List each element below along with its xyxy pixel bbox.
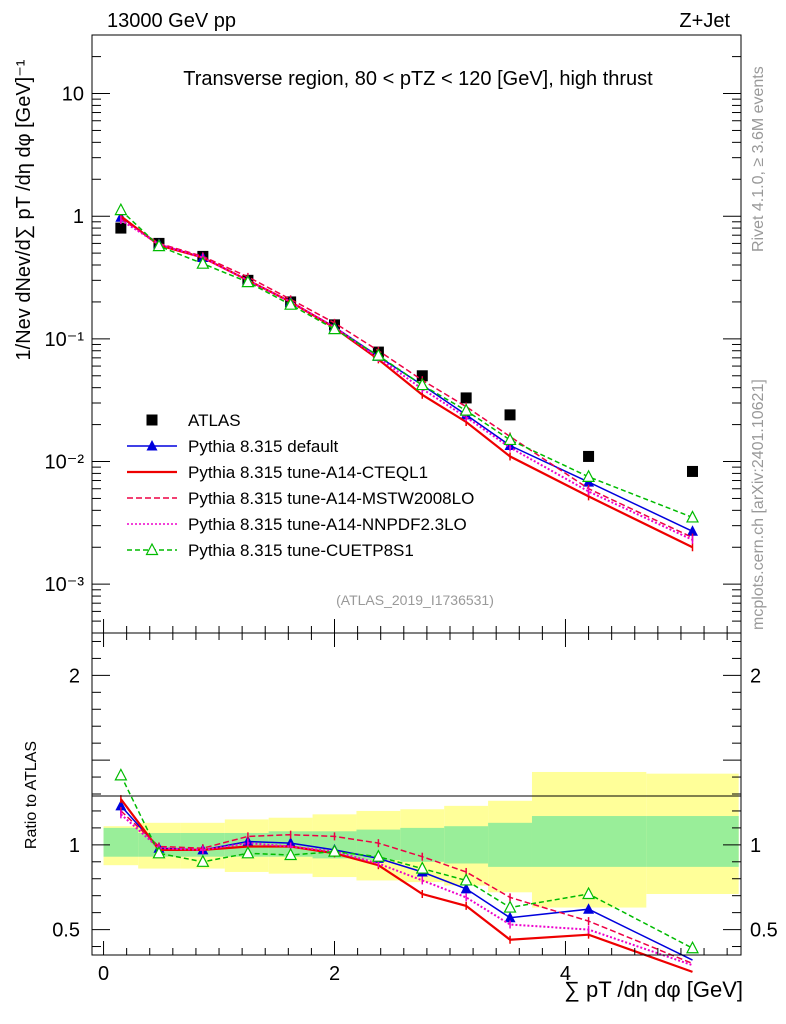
main-series-5 [114,202,699,523]
ratio-point [114,768,128,781]
main-point [371,348,385,361]
main-point [686,465,698,477]
band-inner [646,816,739,867]
ratio-y-tick-label-right: 1 [750,835,761,857]
legend-label: Pythia 8.315 default [188,437,339,456]
main-point [196,256,210,269]
ratio-line-2 [120,798,693,973]
y-tick-label: 10⁻¹ [45,329,85,351]
y-tick-label: 10 [62,84,84,106]
ratio-point [196,854,210,867]
main-point [583,450,595,462]
main-point [241,274,255,288]
main-point [686,525,698,536]
axis-ticks: 0 2 4 10⁻³ 10⁻² 10⁻¹ 1 10 0.5 0.5 1 1 2 2 [45,34,778,985]
chart-watermark: (ATLAS_2019_I1736531) [336,592,494,608]
legend-label: Pythia 8.315 tune-A14-NNPDF2.3LO [188,515,467,534]
process-label: Z+Jet [679,10,730,32]
ratio-y-tick-label-right: 2 [750,665,761,687]
y-tick-label: 1 [73,206,84,228]
main-point [284,297,298,310]
ratio-point [503,900,517,913]
ratio-bands [103,771,739,908]
ratio-point [460,882,472,894]
band-inner [103,827,139,857]
legend-entry-3: Pythia 8.315 tune-A14-MSTW2008LO [127,489,474,508]
ratio-point [504,911,516,923]
band-inner [531,816,647,867]
ratio-point [583,903,595,914]
y-tick-label: 10⁻² [45,452,85,474]
y-axis-label: 1/Nev dNev/d∑ pT /dη dφ [GeV]⁻¹ [13,59,35,360]
main-point [503,432,517,446]
main-point [152,238,166,252]
ratio-point [284,847,298,861]
y-tick-label: 10⁻³ [45,574,85,596]
ratio-series-5 [114,768,699,954]
x-axis-label: ∑ pT /dη dφ [GeV] [564,977,743,1002]
ratio-y-tick-label: 0.5 [52,920,80,942]
legend-marker [146,440,158,451]
energy-label: 13000 GeV pp [107,10,236,32]
band-inner [444,826,489,864]
main-point [115,222,127,234]
main-point [114,202,128,216]
ratio-line-5 [120,775,693,949]
x-tick-label: 4 [560,963,571,985]
ratio-point [152,846,166,859]
ratio-point [582,886,596,900]
legend: ATLAS Pythia 8.315 default Pythia 8.315 tu… [127,411,474,560]
x-tick-label: 0 [98,963,109,985]
ratio-point [285,837,297,848]
ratio-point [415,861,429,874]
ratio-series [114,768,699,973]
ratio-y-axis-label: Ratio to ATLAS [23,741,40,849]
band-inner [488,822,532,867]
legend-label: Pythia 8.315 tune-A14-CTEQL1 [188,463,428,482]
main-point [328,321,342,335]
legend-entry-4: Pythia 8.315 tune-A14-NNPDF2.3LO [127,515,467,534]
main-line-3 [120,218,693,539]
ratio-point [686,940,699,954]
side-label-bottom: mcplots.cern.ch [arXiv:2401.10621] [750,379,767,630]
main-series [114,202,699,552]
main-point [416,370,428,382]
x-tick-label: 2 [329,963,340,985]
main-point [582,469,596,482]
legend-entry-5: Pythia 8.315 tune-CUETP8S1 [127,541,414,560]
legend-entry-1: Pythia 8.315 default [127,437,339,456]
legend-label: ATLAS [188,411,241,430]
ratio-point [371,849,385,862]
ratio-point [328,844,342,857]
legend-marker [146,414,158,426]
legend-label: Pythia 8.315 tune-A14-MSTW2008LO [188,489,474,508]
side-label-top: Rivet 4.1.0, ≥ 3.6M events [750,66,767,252]
ratio-y-tick-label-right: 0.5 [750,920,778,942]
legend-entry-0: ATLAS [146,411,241,430]
main-line-5 [120,209,693,519]
main-point [686,510,699,523]
ratio-y-tick-label: 2 [69,665,80,687]
main-point [459,403,473,416]
ratio-point [241,846,255,859]
main-line-2 [120,215,693,549]
legend-marker [145,542,159,556]
ratio-point [459,873,473,886]
legend-label: Pythia 8.315 tune-CUETP8S1 [188,541,414,560]
ratio-y-tick-label: 1 [69,835,80,857]
main-point [415,377,429,391]
chart-title: Transverse region, 80 < pTZ < 120 [GeV],… [183,68,653,90]
main-point [460,392,472,404]
ratio-point [115,799,127,811]
legend-entry-2: Pythia 8.315 tune-A14-CTEQL1 [127,463,428,482]
main-point [504,409,516,421]
